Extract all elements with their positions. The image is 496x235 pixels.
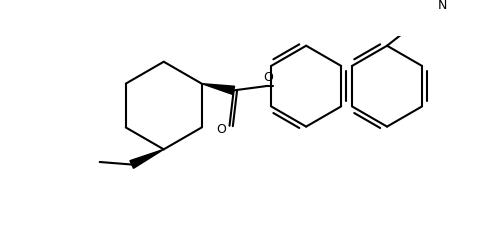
Text: O: O [263,71,273,84]
Text: N: N [438,0,447,12]
Polygon shape [202,84,235,94]
Polygon shape [130,149,164,168]
Text: O: O [216,123,226,136]
